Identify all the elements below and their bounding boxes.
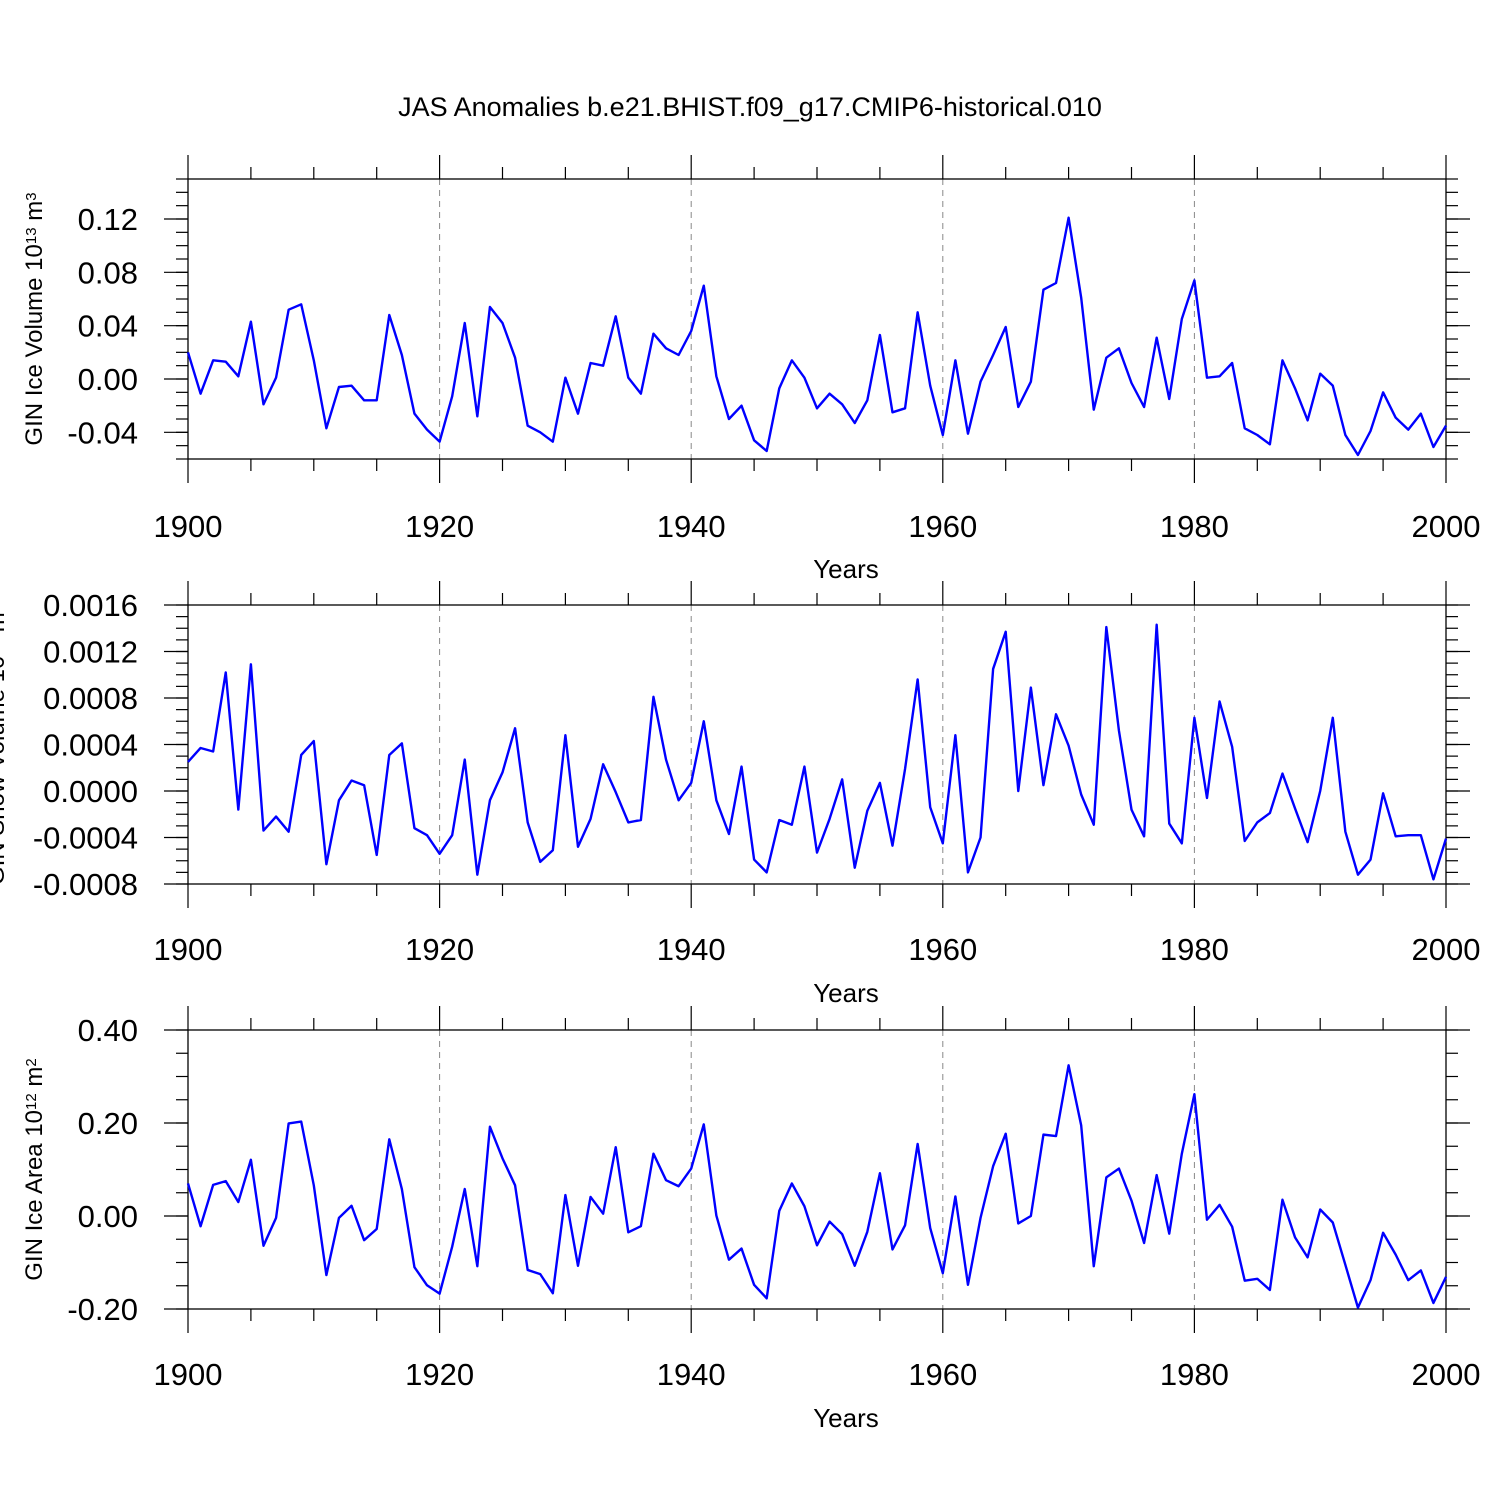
x-tick-label: 2000 [1412,932,1481,967]
y-tick-label: 0.04 [78,309,138,344]
y-tick-label: 0.00 [78,1199,138,1234]
y-axis-title-part: GIN Snow Volume 10 [0,656,10,885]
y-axis-title-part: GIN Ice Area 10 [21,1110,48,1281]
plot-frame [187,604,1447,885]
plot-frame [187,178,1447,460]
y-axis-title-part: m [0,612,10,639]
x-tick-label: 1960 [908,1357,977,1392]
y-tick-label: 0.0000 [43,774,138,809]
y-tick-label: -0.0004 [33,821,138,856]
x-tick-label: 1920 [405,932,474,967]
panel-snow-volume: -0.0008 -0.0004 0.0000 0.0004 0.0008 0.0012 0.… [0,581,1480,1008]
x-tick-label: 1960 [908,509,977,544]
x-tick-label: 2000 [1412,509,1481,544]
y-axis-title: GIN Snow Volume 1013 m3 [0,604,10,885]
x-axis-title: Years [813,554,879,584]
y-tick-label: -0.04 [67,415,138,450]
series-line-snow-volume [187,623,1448,881]
x-tick-label: 1900 [154,1357,223,1392]
y-axis-title-part: m [21,201,48,228]
y-axis-title-exponent: 12 [23,1093,40,1110]
figure-title: JAS Anomalies b.e21.BHIST.f09_g17.CMIP6-… [398,92,1102,122]
y-tick-label: 0.0004 [43,728,138,763]
y-tick-label: 0.08 [78,255,138,290]
y-axis-title-exponent: 13 [23,227,40,244]
x-axis-title: Years [813,978,879,1008]
y-tick-label: 0.20 [78,1106,138,1141]
x-tick-label: 1980 [1160,509,1229,544]
x-tick-label: 2000 [1412,1357,1481,1392]
series-line-ice-volume [186,216,1448,457]
y-tick-label: 0.0016 [43,588,138,623]
x-tick-label: 1960 [908,932,977,967]
y-tick-label: 0.40 [78,1013,138,1048]
y-axis-title-exponent: 3 [23,192,40,200]
y-tick-label: 0.0008 [43,681,138,716]
y-tick-label: 0.12 [78,202,138,237]
y-axis-title-part: m [21,1067,48,1094]
y-tick-label: -0.20 [67,1292,138,1327]
x-tick-label: 1940 [657,932,726,967]
x-tick-label: 1900 [154,932,223,967]
panel-ice-area: -0.20 0.00 0.20 0.40 1900 1920 1940 1960 1980 200… [21,1006,1480,1433]
x-tick-label: 1920 [405,509,474,544]
y-axis-title-part: GIN Ice Volume 10 [21,244,48,445]
plot-frame [187,1029,1447,1310]
y-axis-title: GIN Ice Volume 1013 m3 [21,192,48,445]
x-tick-label: 1940 [657,509,726,544]
x-tick-label: 1980 [1160,1357,1229,1392]
x-tick-label: 1900 [154,509,223,544]
x-axis-title: Years [813,1403,879,1433]
y-axis-title-exponent: 2 [23,1058,40,1066]
y-tick-label: 0.0012 [43,635,138,670]
y-tick-label: 0.00 [78,362,138,397]
y-axis-title: GIN Ice Area 1012 m2 [21,1058,48,1280]
x-tick-label: 1920 [405,1357,474,1392]
y-axis-title-exponent: 3 [0,604,2,612]
panel-ice-volume: -0.04 0.00 0.04 0.08 0.12 1900 1920 1940 1960 198… [21,155,1480,584]
y-tick-label: -0.0008 [33,867,138,902]
series-line-ice-area [186,1064,1448,1309]
x-tick-label: 1980 [1160,932,1229,967]
x-tick-label: 1940 [657,1357,726,1392]
y-axis-title-exponent: 13 [0,639,2,656]
